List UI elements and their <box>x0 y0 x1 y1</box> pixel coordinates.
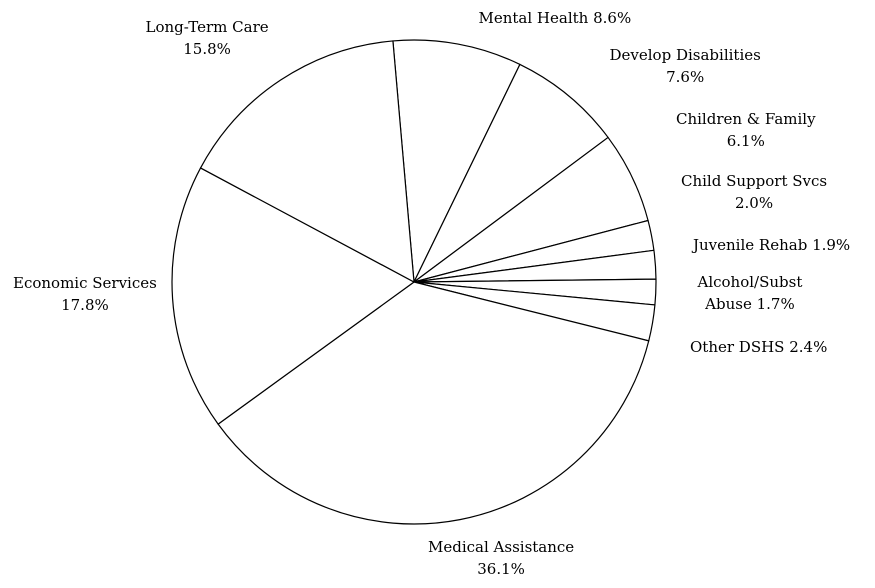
pie-slice-medical-assistance <box>217 281 650 525</box>
slice-label-line: Economic Services <box>13 274 157 292</box>
slice-label-line: 2.0% <box>734 194 774 212</box>
pie-slice-mental-health <box>392 39 521 283</box>
slice-label-line: 36.1% <box>477 560 525 578</box>
slice-label-medical-assistance: Medical Assistance 36.1% <box>428 536 574 580</box>
slice-label-juvenile-rehab: Juvenile Rehab 1.9% <box>693 234 850 256</box>
slice-label-child-support-svcs: Child Support Svcs 2.0% <box>681 170 827 214</box>
slice-label-alcohol-subst-abuse: Alcohol/Subst Abuse 1.7% <box>698 271 803 315</box>
slice-label-line: Develop Disabilities <box>609 46 761 64</box>
slice-label-line: 17.8% <box>61 296 109 314</box>
pie-slice-economic-services <box>171 167 415 425</box>
slice-label-line: Alcohol/Subst <box>697 273 803 291</box>
pie-slice-long-term-care <box>199 40 415 283</box>
pie-slice-develop-disabilities <box>413 63 609 283</box>
slice-label-line: Long-Term Care <box>145 18 269 36</box>
slice-label-economic-services: Economic Services 17.8% <box>13 272 157 316</box>
slice-label-other-dshs: Other DSHS 2.4% <box>690 336 827 358</box>
slice-label-line: 6.1% <box>726 132 765 150</box>
slice-label-line: Medical Assistance <box>428 538 575 556</box>
slice-label-line: Mental Health 8.6% <box>478 9 632 27</box>
slice-label-line: Other DSHS 2.4% <box>690 338 828 356</box>
slice-label-children-family: Children & Family 6.1% <box>676 108 816 152</box>
slice-label-long-term-care: Long-Term Care 15.8% <box>146 16 269 60</box>
slice-label-develop-disabilities: Develop Disabilities 7.6% <box>610 44 761 88</box>
slice-label-line: 15.8% <box>183 40 231 58</box>
slice-label-line: Child Support Svcs <box>681 172 828 190</box>
slice-label-line: Abuse 1.7% <box>705 295 795 313</box>
slice-label-line: Juvenile Rehab 1.9% <box>693 236 851 254</box>
slice-label-line: 7.6% <box>666 68 705 86</box>
slice-label-mental-health: Mental Health 8.6% <box>479 7 632 29</box>
slice-label-line: Children & Family <box>676 110 816 128</box>
